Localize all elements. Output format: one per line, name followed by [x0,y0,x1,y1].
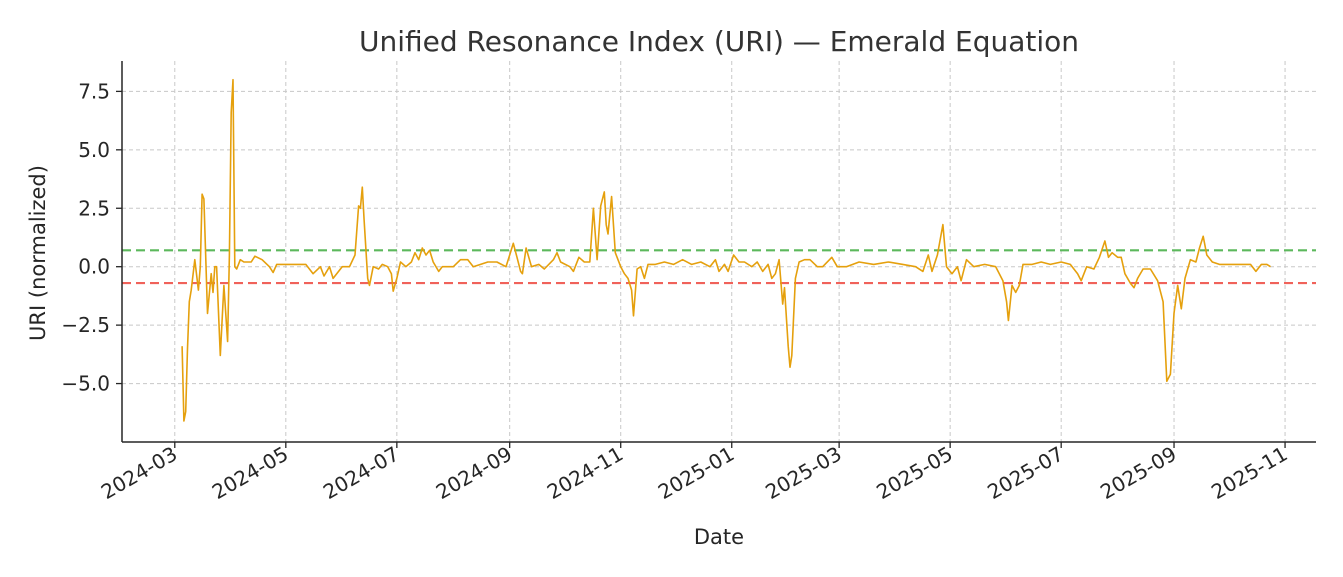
threshold-lines [122,249,1316,285]
uri-series-line [181,78,1271,422]
x-tick-label: 2025-07 [983,442,1067,505]
y-axis-label: URI (normalized) [26,165,50,341]
x-tick-label: 2024-11 [543,442,627,505]
x-tick-label: 2025-05 [872,442,956,505]
x-tick-label: 2024-05 [208,442,292,505]
y-tick-label: 2.5 [78,196,110,220]
series-layer [181,78,1271,422]
x-tick-label: 2024-03 [97,442,181,505]
x-tick-label: 2024-09 [432,442,516,505]
y-axis-ticks: 7.5 5.0 2.5 0.0 −2.5 −5.0 [61,79,122,396]
x-tick-label: 2025-09 [1096,442,1180,505]
x-axis-label: Date [694,525,744,549]
y-tick-label: 0.0 [78,255,110,279]
x-axis-ticks: 2024-03 2024-05 2024-07 2024-09 2024-11 2025-… [97,442,1292,505]
x-tick-label: 2025-01 [654,442,738,505]
y-tick-label: −2.5 [61,313,110,337]
axes [121,61,1316,443]
y-tick-label: 7.5 [78,79,110,103]
grid-lines [122,61,1316,442]
y-tick-label: 5.0 [78,138,110,162]
x-tick-label: 2025-11 [1207,442,1291,505]
x-tick-label: 2025-03 [761,442,845,505]
y-tick-label: −5.0 [61,372,110,396]
x-tick-label: 2024-07 [319,442,403,505]
chart-title: Unified Resonance Index (URI) — Emerald … [359,25,1079,58]
